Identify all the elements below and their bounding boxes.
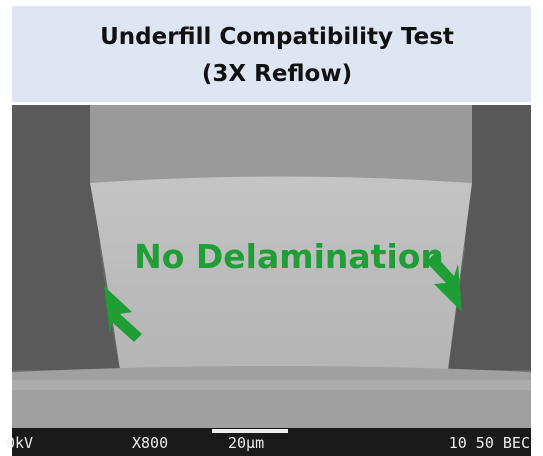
sem-voltage: 0kV	[6, 434, 33, 452]
scale-bar	[212, 429, 288, 433]
sem-stage: 10 50 BEC	[449, 434, 530, 452]
sem-magnification: X800	[132, 434, 168, 452]
slide: Underfill Compatibility Test (3X Reflow)…	[0, 0, 543, 456]
sem-scale-label: 20µm	[228, 434, 264, 452]
title-line: Underfill Compatibility Test	[100, 24, 454, 50]
header-band	[12, 6, 531, 102]
title-line: (3X Reflow)	[202, 61, 352, 87]
annotation: No Delamination	[134, 237, 444, 276]
